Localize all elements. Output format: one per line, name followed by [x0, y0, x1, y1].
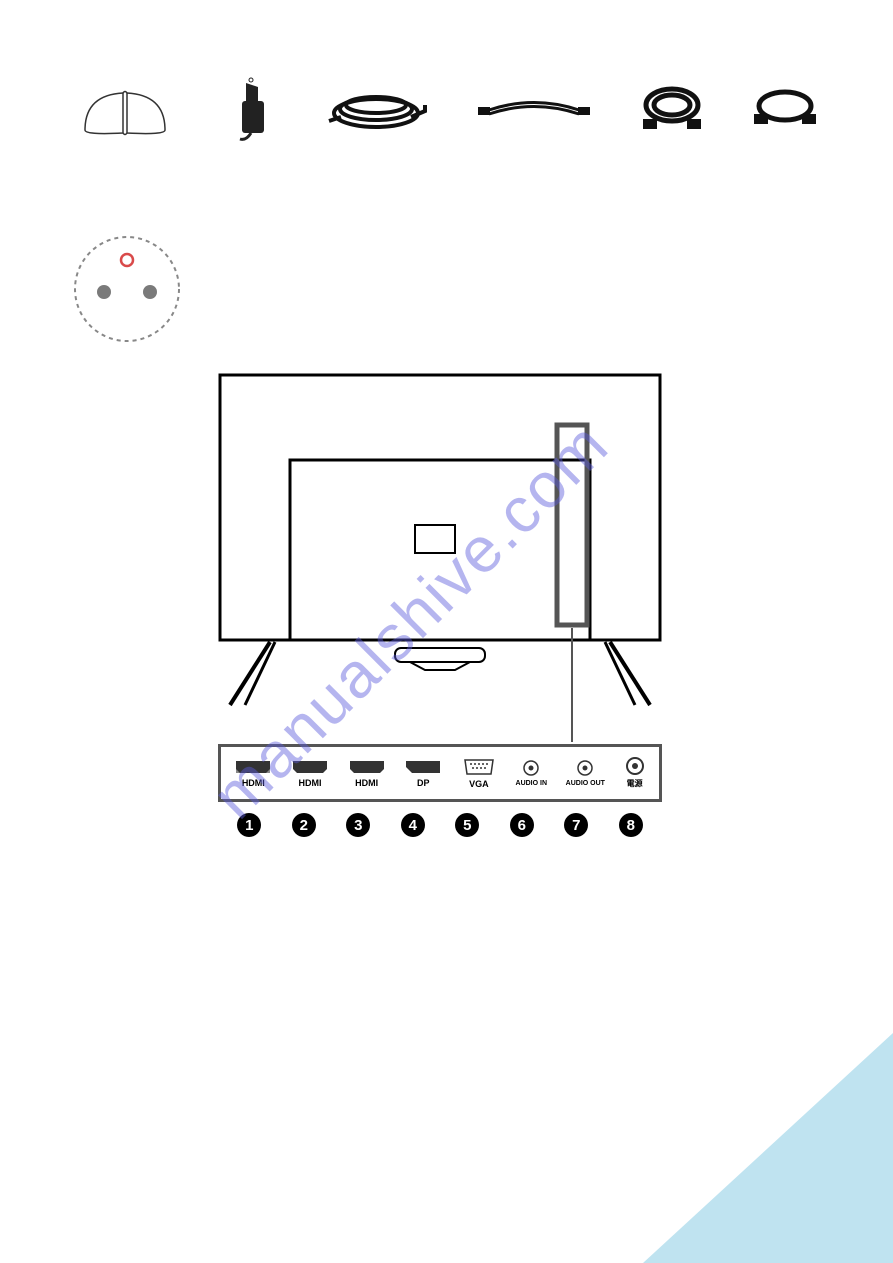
pivot-diagram — [70, 232, 185, 347]
port-label: HDMI — [242, 778, 265, 788]
port-number-6: 6 — [510, 813, 534, 837]
corner-decoration — [643, 1033, 893, 1263]
port-hdmi-1: HDMI — [234, 759, 272, 788]
port-number-7: 7 — [564, 813, 588, 837]
port-number-5: 5 — [455, 813, 479, 837]
port-number-2: 2 — [292, 813, 316, 837]
port-label: DP — [417, 778, 430, 788]
port-number-8: 8 — [619, 813, 643, 837]
accessory-adapter — [218, 75, 278, 145]
accessory-manual — [75, 75, 175, 145]
port-label: AUDIO OUT — [566, 780, 605, 787]
port-label: HDMI — [298, 778, 321, 788]
port-number-1: 1 — [237, 813, 261, 837]
accessory-dp-cable — [750, 86, 820, 134]
port-label: 電源 — [627, 778, 643, 789]
port-audio-out: AUDIO OUT — [566, 759, 605, 787]
accessory-audio-cable — [474, 90, 594, 130]
accessory-power-cord — [321, 83, 431, 138]
port-numbers-row: 1 2 3 4 5 6 7 8 — [222, 810, 658, 840]
accessory-hdmi-cable — [637, 83, 707, 138]
port-label: HDMI — [355, 778, 378, 788]
port-number-3: 3 — [346, 813, 370, 837]
port-label: AUDIO IN — [516, 780, 548, 787]
port-dp: DP — [404, 759, 442, 788]
port-panel: HDMI HDMI HDMI DP VGA AUDIO IN AUDIO OUT… — [218, 744, 662, 802]
port-label: VGA — [469, 779, 489, 789]
accessories-row — [75, 70, 820, 150]
port-hdmi-3: HDMI — [348, 759, 386, 788]
port-power: 電源 — [624, 757, 646, 789]
port-audio-in: AUDIO IN — [516, 759, 548, 787]
port-vga: VGA — [461, 758, 497, 789]
port-number-4: 4 — [401, 813, 425, 837]
port-hdmi-2: HDMI — [291, 759, 329, 788]
